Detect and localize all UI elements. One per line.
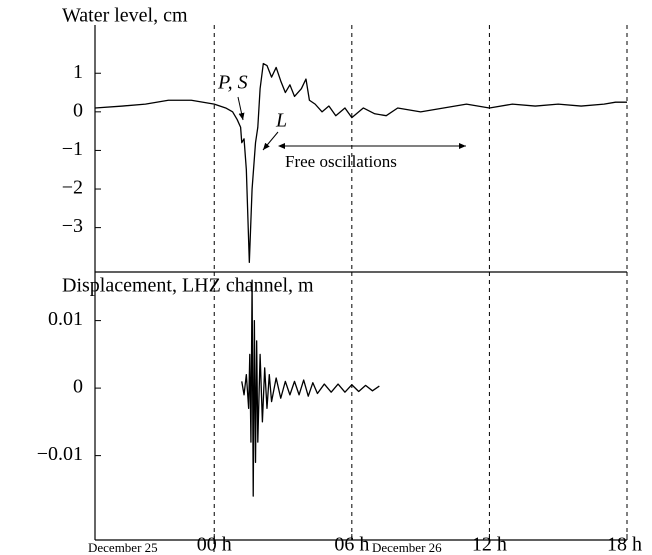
x-tick-label: 06 h xyxy=(334,534,369,555)
x-tick-label: 12 h xyxy=(472,534,507,555)
y-tick-label: 1 xyxy=(73,61,83,83)
annotation: P, S xyxy=(217,72,248,94)
annotation: December 25 xyxy=(88,540,158,555)
x-tick-label: 18 h xyxy=(607,534,642,555)
y-tick-label: −1 xyxy=(62,138,83,160)
y-tick-label: −3 xyxy=(62,215,83,237)
data-line xyxy=(94,62,627,263)
y-axis-label: Water level, cm xyxy=(62,5,188,27)
y-tick-label: 0.01 xyxy=(48,308,83,330)
x-tick-label: 00 h xyxy=(197,534,232,555)
y-axis-label: Displacement, LHZ channel, m xyxy=(62,275,314,297)
annotation: L xyxy=(275,110,287,132)
y-tick-label: −0.01 xyxy=(37,443,83,465)
annotation: Free oscillations xyxy=(285,152,397,171)
arrow xyxy=(237,96,245,121)
y-tick-label: 0 xyxy=(73,99,83,121)
annotation: December 26 xyxy=(372,540,442,555)
data-line xyxy=(241,279,380,497)
y-tick-label: −2 xyxy=(62,177,83,199)
arrow xyxy=(262,131,279,151)
y-tick-label: 0 xyxy=(73,376,83,398)
